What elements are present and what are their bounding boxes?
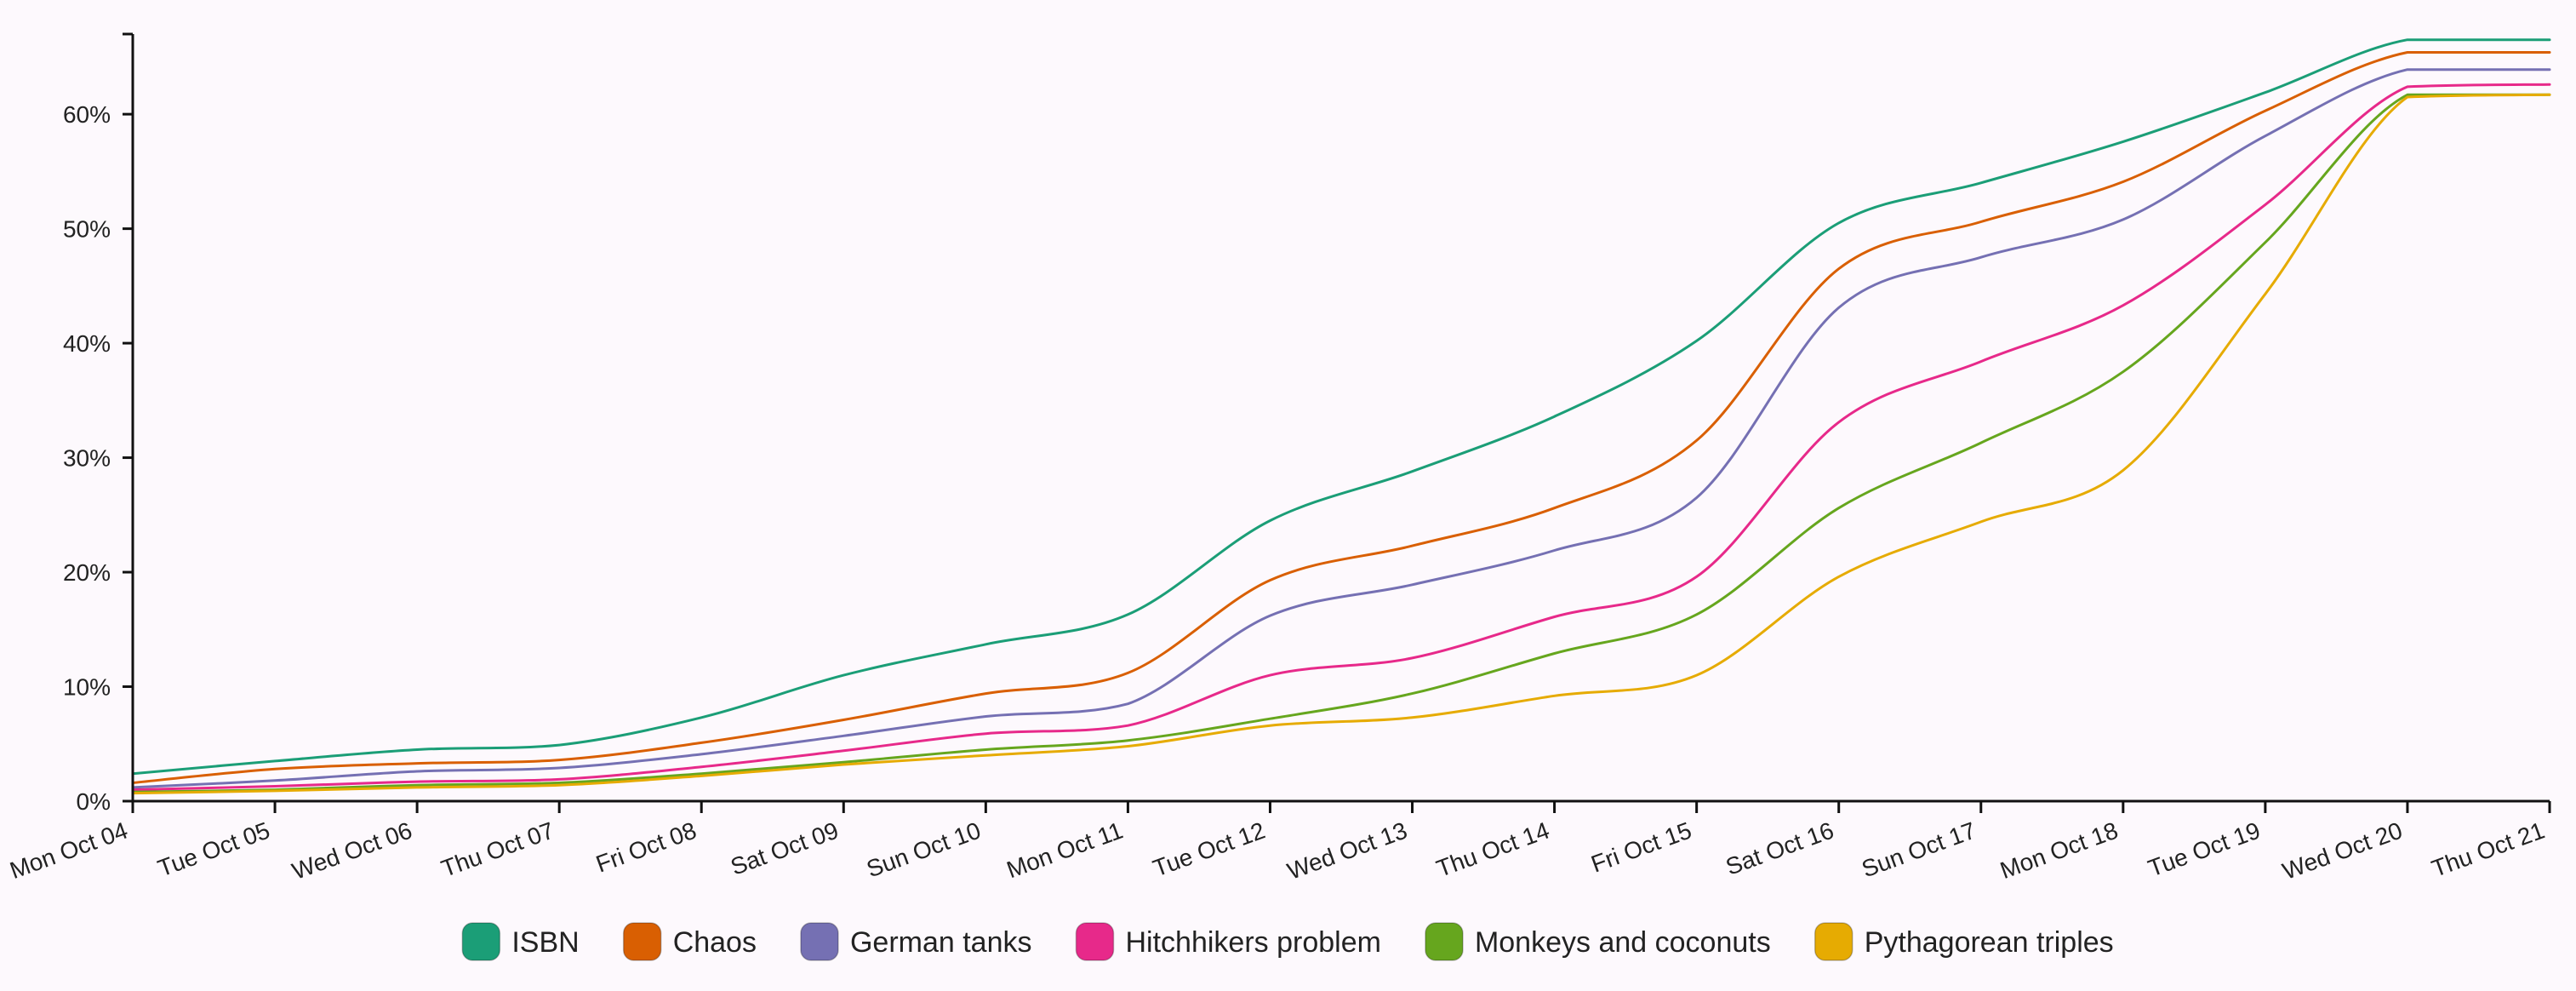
y-tick-label: 0%	[77, 788, 111, 815]
series-line-german-tanks	[131, 68, 2551, 789]
legend-swatch	[622, 922, 662, 961]
y-tick-label: 60%	[63, 101, 111, 128]
legend-item-german-tanks: German tanks	[800, 922, 1032, 961]
x-tick-label: Sat Oct 16	[1722, 817, 1837, 880]
x-tick-label: Sun Oct 10	[863, 817, 984, 883]
x-tick-label: Sat Oct 09	[727, 817, 842, 880]
legend-label: German tanks	[850, 926, 1032, 959]
x-tick-label: Wed Oct 06	[288, 817, 415, 885]
x-tick-label: Wed Oct 20	[2279, 817, 2406, 885]
x-tick-label: Tue Oct 12	[1150, 817, 1269, 882]
legend-item-pythagorean-triples: Pythagorean triples	[1813, 922, 2114, 961]
legend-label: Monkeys and coconuts	[1475, 926, 1771, 959]
x-tick-label: Thu Oct 21	[2428, 817, 2548, 883]
legend-label: Hitchhikers problem	[1126, 926, 1381, 959]
series-line-monkeys-and-coconuts	[131, 93, 2551, 793]
x-tick-label: Mon Oct 18	[1996, 817, 2122, 885]
x-tick-label: Mon Oct 11	[1003, 817, 1127, 884]
legend-item-monkeys-and-coconuts: Monkeys and coconuts	[1425, 922, 1771, 961]
legend-label: Pythagorean triples	[1865, 926, 2114, 959]
x-tick-label: Wed Oct 13	[1284, 817, 1411, 885]
legend-swatch	[1075, 922, 1115, 961]
x-tick-label: Sun Oct 17	[1859, 817, 1979, 883]
y-tick-label: 10%	[63, 674, 111, 701]
y-tick-label: 30%	[63, 445, 111, 472]
legend-swatch	[1425, 922, 1464, 961]
x-tick-label: Tue Oct 19	[2145, 817, 2264, 882]
y-tick-label: 50%	[63, 216, 111, 243]
legend: ISBN Chaos German tanks Hitchhikers problem…	[461, 922, 2114, 961]
legend-item-isbn: ISBN	[461, 922, 580, 961]
y-tick-label: 40%	[63, 330, 111, 357]
x-tick-label: Fri Oct 15	[1588, 817, 1695, 878]
series-line-isbn	[131, 38, 2551, 776]
x-tick-label: Thu Oct 14	[1433, 817, 1553, 883]
series-lines	[131, 38, 2551, 795]
legend-swatch	[461, 922, 501, 961]
series-line-chaos	[131, 50, 2551, 784]
legend-item-hitchhikers-problem: Hitchhikers problem	[1075, 922, 1381, 961]
y-tick-label: 20%	[63, 559, 111, 586]
legend-label: ISBN	[511, 926, 579, 959]
x-tick-label: Mon Oct 04	[6, 817, 131, 885]
x-tick-label: Fri Oct 08	[592, 817, 700, 878]
series-line-hitchhikers-problem	[131, 83, 2551, 792]
x-tick-label: Tue Oct 05	[154, 817, 273, 882]
legend-swatch	[1813, 922, 1853, 961]
legend-swatch	[800, 922, 839, 961]
legend-label: Chaos	[673, 926, 757, 959]
x-tick-label: Thu Oct 07	[437, 817, 557, 883]
series-line-pythagorean-triples	[131, 93, 2551, 795]
legend-item-chaos: Chaos	[622, 922, 757, 961]
